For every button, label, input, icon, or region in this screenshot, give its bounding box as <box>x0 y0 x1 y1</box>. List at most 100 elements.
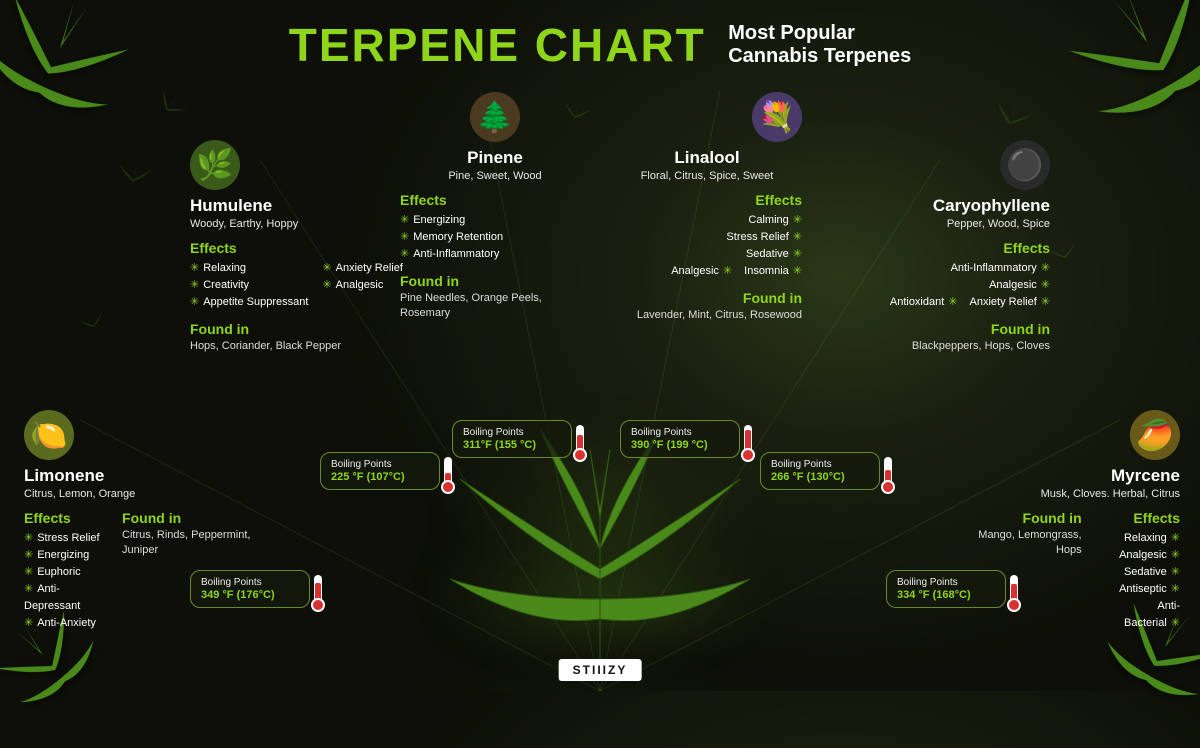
effect-item: Anxiety Relief <box>322 260 402 277</box>
terpene-flavor: Pepper, Wood, Spice <box>800 218 1050 230</box>
boiling-point-caryophyllene: Boiling Points266 °F (130°C) <box>760 452 880 490</box>
effects-list: CalmingStress ReliefSedativeAnalgesic Ins… <box>612 212 802 280</box>
bp-value: 334 °F (168°C) <box>897 589 995 601</box>
pinene-icon: 🌲 <box>470 92 520 142</box>
effect-item: Energizing <box>24 547 102 564</box>
effect-item: Anti-Inflammatory <box>800 260 1050 277</box>
bp-label: Boiling Points <box>897 577 995 588</box>
effect-item: Energizing <box>400 212 590 229</box>
effect-item: Analgesic <box>800 277 1050 294</box>
terpene-name: Caryophyllene <box>800 196 1050 216</box>
terpene-name: Linalool <box>612 148 802 168</box>
small-leaf-icon <box>112 157 155 204</box>
found-in-text: Hops, Coriander, Black Pepper <box>190 339 450 354</box>
effect-item: Relaxing <box>190 260 308 277</box>
limonene-icon: 🍋 <box>24 410 74 460</box>
found-in-heading: Found in <box>950 510 1082 526</box>
effects-heading: Effects <box>400 192 590 208</box>
small-leaf-icon <box>75 306 113 347</box>
boiling-point-pinene: Boiling Points311°F (155 °C) <box>452 420 572 458</box>
found-in-text: Blackpeppers, Hops, Cloves <box>800 339 1050 354</box>
bp-label: Boiling Points <box>331 459 429 470</box>
effects-list: RelaxingAnalgesicSedativeAntisepticAnti-… <box>1102 530 1180 632</box>
boiling-point-myrcene: Boiling Points334 °F (168°C) <box>886 570 1006 608</box>
terpene-flavor: Pine, Sweet, Wood <box>400 170 590 182</box>
terpene-name: Pinene <box>400 148 590 168</box>
thermometer-icon <box>314 575 325 612</box>
small-leaf-icon <box>1046 237 1084 279</box>
bp-value: 225 °F (107°C) <box>331 471 429 483</box>
boiling-point-limonene: Boiling Points349 °F (176°C) <box>190 570 310 608</box>
main-title: TERPENE CHART <box>289 18 706 72</box>
terpene-name: Limonene <box>24 466 264 486</box>
thermometer-icon <box>884 457 895 494</box>
effect-item: Stress Relief <box>24 530 102 547</box>
effect-item: Antiseptic <box>1102 581 1180 598</box>
terpene-card-caryophyllene: ⚫ Caryophyllene Pepper, Wood, Spice Effects… <box>800 140 1050 354</box>
effect-item: Anti-Anxiety <box>24 615 102 632</box>
effects-heading: Effects <box>24 510 102 526</box>
thermometer-icon <box>744 425 755 462</box>
effects-heading: Effects <box>1102 510 1180 526</box>
bp-value: 311°F (155 °C) <box>463 439 561 451</box>
bp-value: 390 °F (199 °C) <box>631 439 729 451</box>
effects-list: EnergizingMemory RetentionAnti-Inflammat… <box>400 212 590 263</box>
effect-item: Analgesic <box>1102 547 1180 564</box>
effects-heading: Effects <box>612 192 802 208</box>
center-cannabis-plant <box>440 419 760 731</box>
found-in-heading: Found in <box>190 321 450 337</box>
effect-item: Appetite Suppressant <box>190 294 308 311</box>
terpene-flavor: Floral, Citrus, Spice, Sweet <box>612 170 802 182</box>
effect-item: Stress Relief <box>612 229 802 246</box>
thermometer-icon <box>576 425 587 462</box>
effect-item: Anti-Depressant <box>24 581 102 615</box>
effect-item: Analgesic <box>671 263 732 280</box>
found-in-text: Pine Needles, Orange Peels, Rosemary <box>400 291 590 321</box>
terpene-card-linalool: 💐 Linalool Floral, Citrus, Spice, Sweet Eff… <box>612 92 802 323</box>
caryophyllene-icon: ⚫ <box>1000 140 1050 190</box>
effect-item: Relaxing <box>1102 530 1180 547</box>
effect-item: Anxiety Relief <box>970 294 1050 311</box>
effects-list: Anti-InflammatoryAnalgesicAntioxidant Anx… <box>800 260 1050 311</box>
effect-item: Memory Retention <box>400 229 590 246</box>
brand-logo: STIIIZY <box>559 659 642 681</box>
found-in-heading: Found in <box>122 510 264 526</box>
effect-item: Anti-Inflammatory <box>400 246 590 263</box>
terpene-flavor: Citrus, Lemon, Orange <box>24 488 264 500</box>
thermometer-icon <box>1010 575 1021 612</box>
effect-item: Sedative <box>1102 564 1180 581</box>
effect-item: Euphoric <box>24 564 102 581</box>
bp-value: 266 °F (130°C) <box>771 471 869 483</box>
boiling-point-humulene: Boiling Points225 °F (107°C) <box>320 452 440 490</box>
terpene-name: Myrcene <box>950 466 1180 486</box>
found-in-text: Mango, Lemongrass, Hops <box>950 528 1082 558</box>
effect-item: Analgesic <box>322 277 402 294</box>
effect-item: Creativity <box>190 277 308 294</box>
bp-label: Boiling Points <box>631 427 729 438</box>
terpene-flavor: Musk, Cloves. Herbal, Citrus <box>950 488 1180 500</box>
bp-label: Boiling Points <box>463 427 561 438</box>
boiling-point-linalool: Boiling Points390 °F (199 °C) <box>620 420 740 458</box>
effect-item: Antioxidant <box>890 294 958 311</box>
bp-label: Boiling Points <box>201 577 299 588</box>
header: TERPENE CHART Most Popular Cannabis Terp… <box>0 18 1200 72</box>
linalool-icon: 💐 <box>752 92 802 142</box>
subtitle: Most Popular Cannabis Terpenes <box>728 18 911 68</box>
effect-item: Anti-Bacterial <box>1102 598 1180 632</box>
humulene-icon: 🌿 <box>190 140 240 190</box>
found-in-text: Lavender, Mint, Citrus, Rosewood <box>612 308 802 323</box>
effect-item: Calming <box>612 212 802 229</box>
subtitle-line1: Most Popular <box>728 22 855 44</box>
effects-heading: Effects <box>800 240 1050 256</box>
found-in-heading: Found in <box>800 321 1050 337</box>
myrcene-icon: 🥭 <box>1130 410 1180 460</box>
subtitle-line2: Cannabis Terpenes <box>728 45 911 67</box>
found-in-text: Citrus, Rinds, Peppermint, Juniper <box>122 528 264 558</box>
effect-item: Insomnia <box>744 263 802 280</box>
terpene-card-pinene: 🌲 Pinene Pine, Sweet, Wood Effects Energizin… <box>400 92 590 321</box>
bp-label: Boiling Points <box>771 459 869 470</box>
effect-item: Sedative <box>612 246 802 263</box>
thermometer-icon <box>444 457 455 494</box>
small-leaf-icon <box>141 84 192 136</box>
found-in-heading: Found in <box>400 273 590 289</box>
